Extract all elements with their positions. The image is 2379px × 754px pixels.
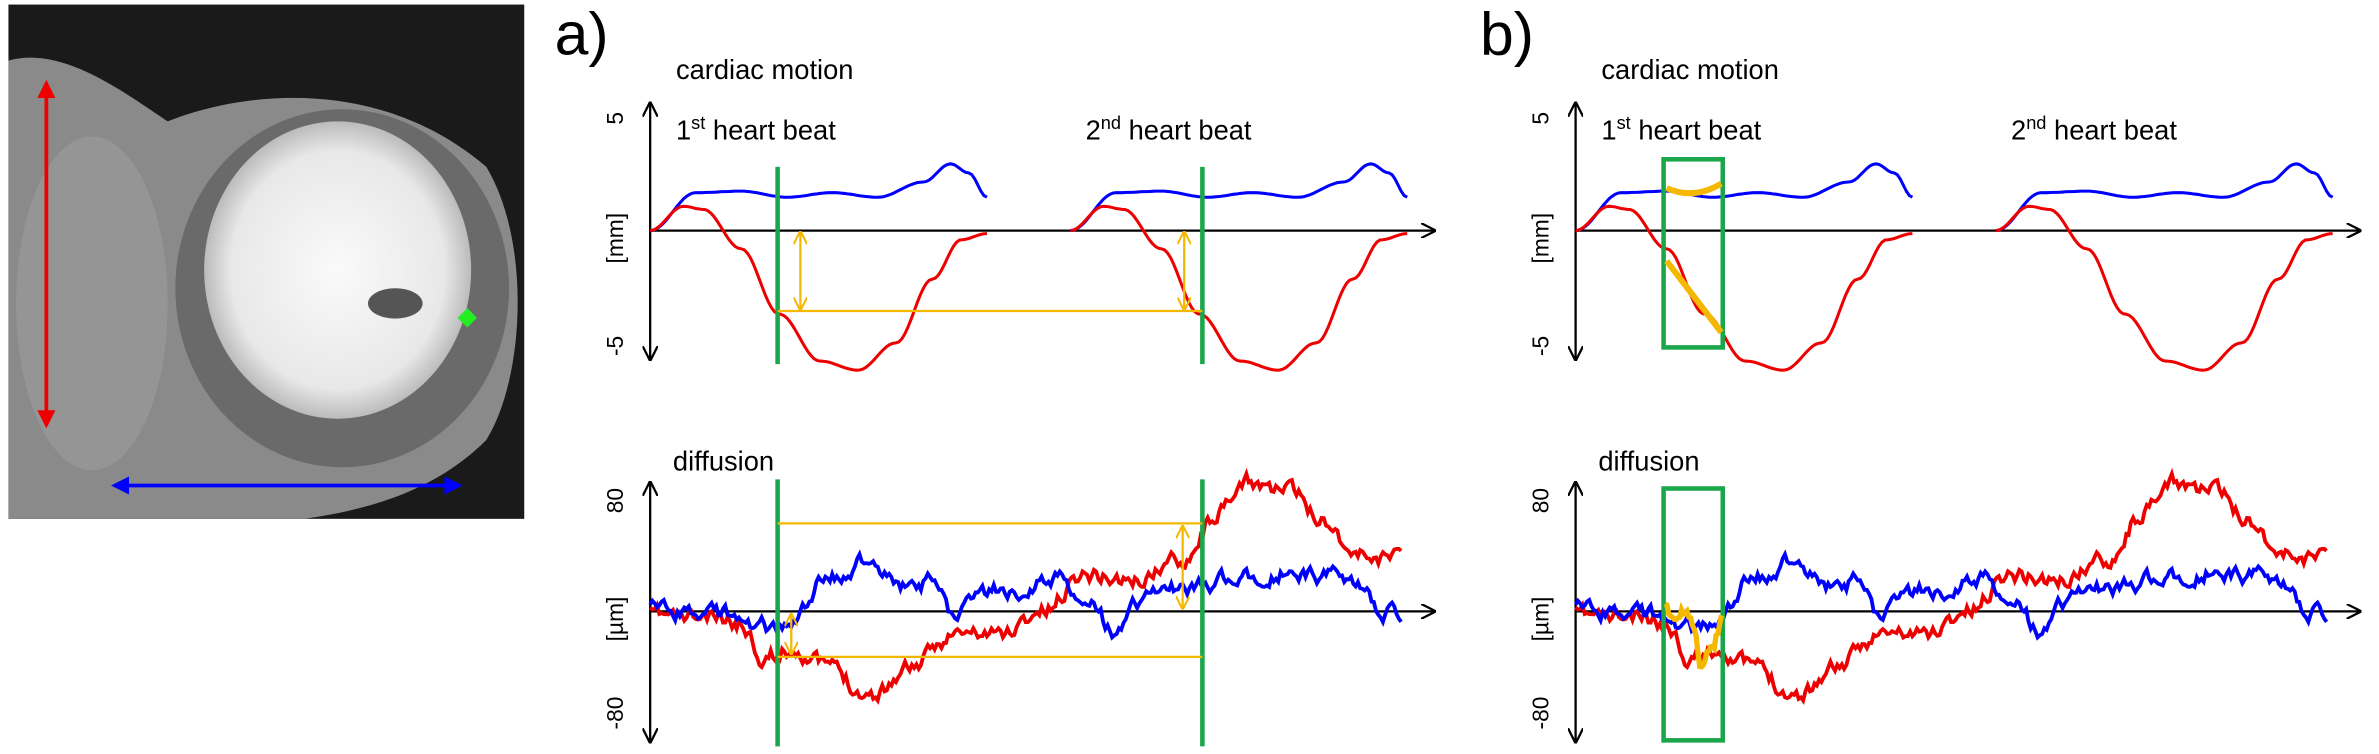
diffusion-curve <box>1573 549 2329 641</box>
muscle <box>367 288 423 319</box>
panel-label: a) <box>555 0 609 68</box>
y-tick-label: 80 <box>1527 488 1553 513</box>
beat-suffix: nd <box>2026 113 2046 133</box>
mri-image <box>8 4 525 519</box>
beat-suffix: nd <box>1101 113 1121 133</box>
voxel-marker <box>457 308 478 328</box>
y-tick-label: -5 <box>602 336 628 356</box>
panel: b) cardiac motion 1st heart beat 2nd heart be… <box>1480 0 2360 742</box>
beat-ordinal: 1 <box>676 115 691 146</box>
beat-label: 1st heart beat <box>676 113 836 146</box>
motion-curve <box>1995 204 2333 372</box>
y-tick-label: -80 <box>1527 697 1553 730</box>
y-tick-label: -80 <box>602 697 628 730</box>
highlight-segment <box>1663 601 1725 670</box>
y-axis-unit: [µm] <box>1527 597 1553 642</box>
panel-label: b) <box>1480 0 1534 68</box>
plot-title: diffusion <box>673 445 774 476</box>
plot-title: cardiac motion <box>1601 54 1779 85</box>
diffusion-curve <box>648 467 1403 706</box>
beat-label: 2nd heart beat <box>1086 113 1252 146</box>
y-tick-label: 5 <box>602 112 628 125</box>
beat-ordinal: 2 <box>1086 115 1101 146</box>
motion-curve <box>649 162 988 233</box>
plot-title: cardiac motion <box>676 54 854 85</box>
beat-text: heart beat <box>1129 115 1252 146</box>
motion-curve <box>1070 162 1408 233</box>
beat-label: 1st heart beat <box>1601 113 1761 146</box>
beat-suffix: st <box>1617 113 1631 133</box>
y-tick-label: 80 <box>602 488 628 513</box>
motion-curve <box>649 204 988 372</box>
motion-curve <box>1070 204 1408 372</box>
highlight-segment <box>1665 180 1723 197</box>
beat-text: heart beat <box>1638 115 1761 146</box>
beat-suffix: st <box>691 113 705 133</box>
diffusion-curve <box>1574 467 2328 706</box>
tissue <box>16 136 168 471</box>
motion-curve <box>1575 162 1914 233</box>
beat-ordinal: 2 <box>2011 115 2026 146</box>
motion-curve <box>1575 204 1913 372</box>
motion-curve <box>1995 162 2334 233</box>
panel: a) cardiac motion 1st heart beat 2nd heart be… <box>555 0 1435 747</box>
diffusion-curve <box>648 549 1403 641</box>
beat-text: heart beat <box>2054 115 2177 146</box>
beat-label: 2nd heart beat <box>2011 113 2177 146</box>
plot-title: diffusion <box>1598 445 1699 476</box>
window-box <box>1661 157 1726 350</box>
y-axis-unit: [mm] <box>1527 213 1553 264</box>
y-tick-label: 5 <box>1527 112 1553 125</box>
y-axis-unit: [mm] <box>602 213 628 264</box>
ventricle <box>204 121 472 419</box>
beat-text: heart beat <box>713 115 836 146</box>
y-axis-unit: [µm] <box>602 597 628 642</box>
window-box <box>1661 486 1726 743</box>
beat-ordinal: 1 <box>1601 115 1616 146</box>
highlight-segment <box>1664 259 1724 335</box>
y-tick-label: -5 <box>1527 336 1553 356</box>
